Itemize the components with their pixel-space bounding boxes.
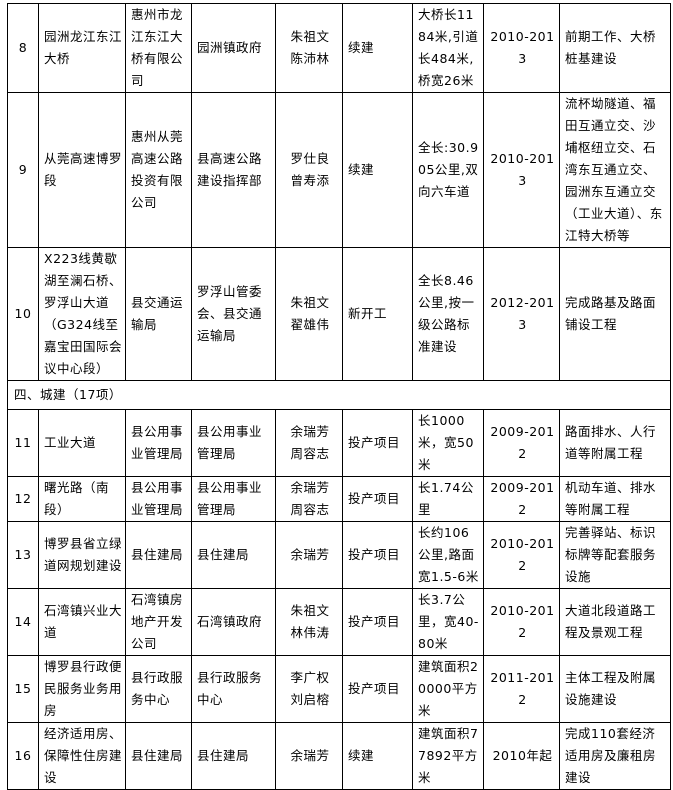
supervising-unit: 县住建局 xyxy=(191,722,276,790)
row-number: 8 xyxy=(7,3,39,93)
supervising-unit: 园洲镇政府 xyxy=(191,3,276,93)
construction-period: 2010-2013 xyxy=(483,3,560,93)
table-row: 12 曙光路（南段） 县公用事业管理局 县公用事业管理局 余瑞芳 周容志 投产项目 长1.7… xyxy=(7,476,671,522)
construction-scale: 长3.7公里，宽40-80米 xyxy=(412,588,484,656)
work-content: 完善驿站、标识标牌等配套服务设施 xyxy=(559,521,671,589)
row-number: 13 xyxy=(7,521,39,589)
row-number: 12 xyxy=(7,476,39,522)
row-number: 15 xyxy=(7,655,39,723)
project-status: 投产项目 xyxy=(342,476,413,522)
work-content: 完成110套经济适用房及廉租房建设 xyxy=(559,722,671,790)
project-status: 投产项目 xyxy=(342,409,413,477)
section-title: 四、城建（17项） xyxy=(7,380,671,410)
construction-scale: 长约106公里,路面宽1.5-6米 xyxy=(412,521,484,589)
owner-unit: 惠州市龙江东江大桥有限公司 xyxy=(125,3,192,93)
construction-period: 2009-2012 xyxy=(483,476,560,522)
responsible-leaders: 余瑞芳 xyxy=(275,722,343,790)
construction-period: 2012-2013 xyxy=(483,247,560,381)
work-content: 主体工程及附属设施建设 xyxy=(559,655,671,723)
project-status: 新开工 xyxy=(342,247,413,381)
row-number: 9 xyxy=(7,92,39,248)
project-status: 投产项目 xyxy=(342,655,413,723)
project-name: 石湾镇兴业大道 xyxy=(38,588,126,656)
supervising-unit: 县高速公路建设指挥部 xyxy=(191,92,276,248)
responsible-leaders: 余瑞芳 周容志 xyxy=(275,476,343,522)
project-name: 工业大道 xyxy=(38,409,126,477)
supervising-unit: 县公用事业管理局 xyxy=(191,476,276,522)
construction-scale: 建筑面积20000平方米 xyxy=(412,655,484,723)
work-content: 机动车道、排水等附属工程 xyxy=(559,476,671,522)
work-content: 大道北段道路工程及景观工程 xyxy=(559,588,671,656)
project-name: 博罗县行政便民服务业务用房 xyxy=(38,655,126,723)
table-row: 14 石湾镇兴业大道 石湾镇房地产开发公司 石湾镇政府 朱祖文 林伟涛 投产项目 长3.7公… xyxy=(7,588,671,656)
owner-unit: 石湾镇房地产开发公司 xyxy=(125,588,192,656)
project-name: 博罗县省立绿道网规划建设 xyxy=(38,521,126,589)
project-status: 续建 xyxy=(342,3,413,93)
construction-period: 2010年起 xyxy=(483,722,560,790)
construction-scale: 长1.74公里 xyxy=(412,476,484,522)
table-row: 10 X223线黄歇湖至澜石桥、罗浮山大道（G324线至嘉宝田国际会议中心段） 县交… xyxy=(7,247,671,381)
work-content: 流杯坳隧道、福田互通立交、沙埔枢纽立交、石湾东互通立交、园洲东互通立交（工业大道… xyxy=(559,92,671,248)
construction-scale: 大桥长1184米,引道长484米,桥宽26米 xyxy=(412,3,484,93)
work-content: 完成路基及路面铺设工程 xyxy=(559,247,671,381)
responsible-leaders: 朱祖文 翟雄伟 xyxy=(275,247,343,381)
responsible-leaders: 罗仕良 曾寿添 xyxy=(275,92,343,248)
responsible-leaders: 朱祖文 陈沛林 xyxy=(275,3,343,93)
owner-unit: 县交通运输局 xyxy=(125,247,192,381)
responsible-leaders: 李广权 刘启榕 xyxy=(275,655,343,723)
work-content: 路面排水、人行道等附属工程 xyxy=(559,409,671,477)
row-number: 11 xyxy=(7,409,39,477)
responsible-leaders: 朱祖文 林伟涛 xyxy=(275,588,343,656)
project-name: 曙光路（南段） xyxy=(38,476,126,522)
table-row: 11 工业大道 县公用事业管理局 县公用事业管理局 余瑞芳 周容志 投产项目 长1000米，… xyxy=(7,409,671,477)
owner-unit: 县住建局 xyxy=(125,722,192,790)
owner-unit: 县公用事业管理局 xyxy=(125,476,192,522)
responsible-leaders: 余瑞芳 周容志 xyxy=(275,409,343,477)
table-row: 16 经济适用房、保障性住房建设 县住建局 县住建局 余瑞芳 续建 建筑面积77892平方米… xyxy=(7,722,671,790)
table-row: 15 博罗县行政便民服务业务用房 县行政服务中心 县行政服务中心 李广权 刘启榕 投产项目… xyxy=(7,655,671,723)
project-status: 续建 xyxy=(342,722,413,790)
project-status: 投产项目 xyxy=(342,521,413,589)
table-row: 13 博罗县省立绿道网规划建设 县住建局 县住建局 余瑞芳 投产项目 长约106公里,路面宽… xyxy=(7,521,671,589)
owner-unit: 县行政服务中心 xyxy=(125,655,192,723)
section-row: 四、城建（17项） xyxy=(7,380,671,410)
construction-scale: 长1000米，宽50米 xyxy=(412,409,484,477)
supervising-unit: 县公用事业管理局 xyxy=(191,409,276,477)
construction-period: 2011-2012 xyxy=(483,655,560,723)
construction-period: 2009-2012 xyxy=(483,409,560,477)
row-number: 16 xyxy=(7,722,39,790)
project-table: 8 园洲龙江东江大桥 惠州市龙江东江大桥有限公司 园洲镇政府 朱祖文 陈沛林 续建 大桥长1… xyxy=(7,3,671,790)
project-name: X223线黄歇湖至澜石桥、罗浮山大道（G324线至嘉宝田国际会议中心段） xyxy=(38,247,126,381)
project-name: 经济适用房、保障性住房建设 xyxy=(38,722,126,790)
work-content: 前期工作、大桥桩基建设 xyxy=(559,3,671,93)
project-status: 投产项目 xyxy=(342,588,413,656)
supervising-unit: 石湾镇政府 xyxy=(191,588,276,656)
construction-scale: 建筑面积77892平方米 xyxy=(412,722,484,790)
construction-scale: 全长8.46公里,按一级公路标准建设 xyxy=(412,247,484,381)
construction-period: 2010-2012 xyxy=(483,521,560,589)
responsible-leaders: 余瑞芳 xyxy=(275,521,343,589)
owner-unit: 县住建局 xyxy=(125,521,192,589)
supervising-unit: 县行政服务中心 xyxy=(191,655,276,723)
table-row: 9 从莞高速博罗段 惠州从莞高速公路投资有限公司 县高速公路建设指挥部 罗仕良 曾寿添续… xyxy=(7,92,671,248)
owner-unit: 县公用事业管理局 xyxy=(125,409,192,477)
project-name: 园洲龙江东江大桥 xyxy=(38,3,126,93)
table-row: 8 园洲龙江东江大桥 惠州市龙江东江大桥有限公司 园洲镇政府 朱祖文 陈沛林 续建 大桥长1… xyxy=(7,3,671,93)
project-name: 从莞高速博罗段 xyxy=(38,92,126,248)
supervising-unit: 县住建局 xyxy=(191,521,276,589)
construction-scale: 全长:30.905公里,双向六车道 xyxy=(412,92,484,248)
construction-period: 2010-2012 xyxy=(483,588,560,656)
project-status: 续建 xyxy=(342,92,413,248)
construction-period: 2010-2013 xyxy=(483,92,560,248)
row-number: 14 xyxy=(7,588,39,656)
owner-unit: 惠州从莞高速公路投资有限公司 xyxy=(125,92,192,248)
row-number: 10 xyxy=(7,247,39,381)
supervising-unit: 罗浮山管委会、县交通运输局 xyxy=(191,247,276,381)
